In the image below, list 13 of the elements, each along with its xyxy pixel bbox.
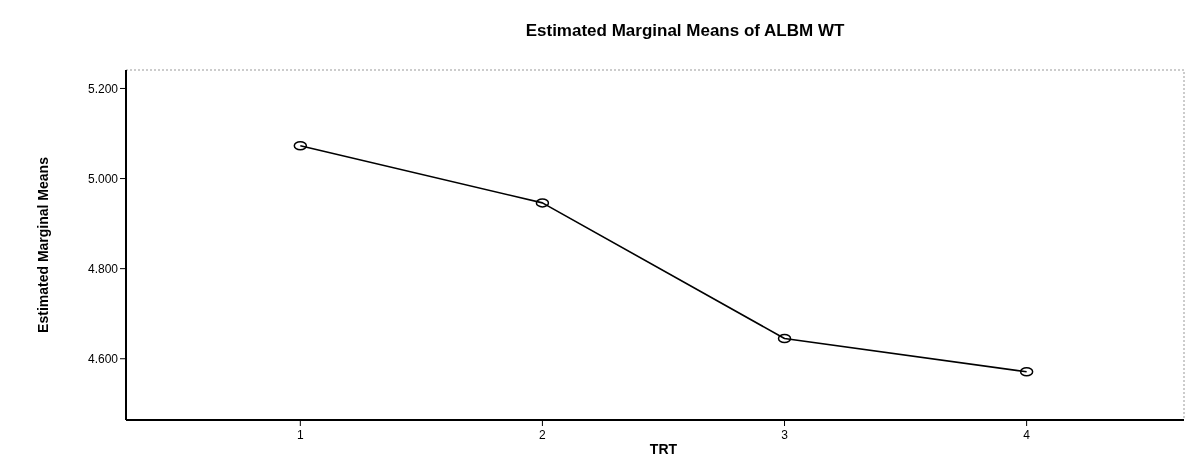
y-tick-label: 5.000 [87, 171, 119, 186]
point [777, 333, 792, 344]
y-tick-label: 5.200 [87, 81, 119, 96]
x-tick-label: 3 [781, 428, 789, 442]
y-tick-label: 4.600 [87, 351, 119, 366]
y-axis-title: Estimated Marginal Means [35, 156, 51, 333]
x-tick-label: 2 [539, 428, 547, 442]
x-axis-title: TRT [649, 441, 678, 457]
x-tick-label: 1 [296, 428, 304, 442]
y-tick-label: 4.800 [87, 261, 119, 276]
chart-title: Estimated Marginal Means of ALBM WT [525, 21, 845, 40]
point [293, 140, 308, 151]
x-tick-label: 4 [1023, 428, 1031, 442]
